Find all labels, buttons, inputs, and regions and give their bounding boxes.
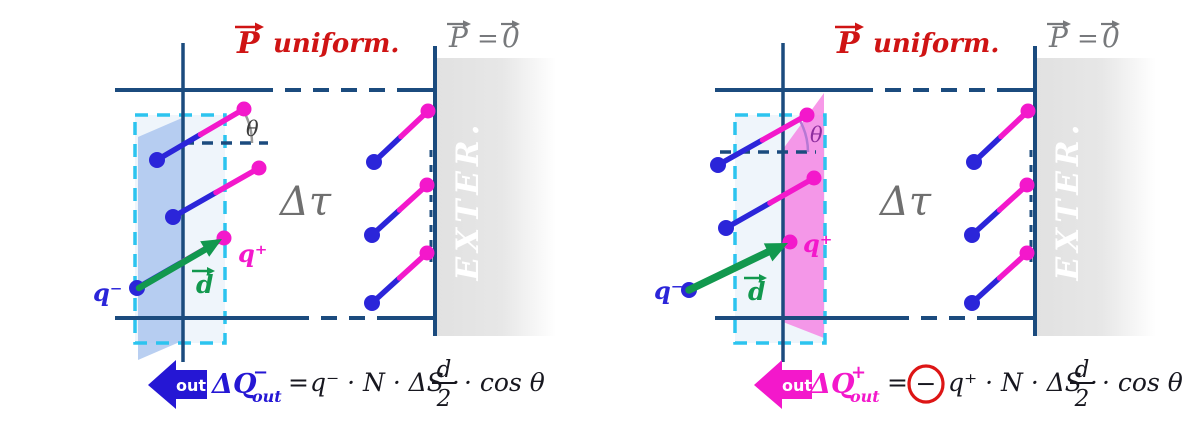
formula-negative: ΔQ − out = q⁻ · N · ΔS · d 2 · cos θ (210, 357, 545, 412)
out-arrow (148, 360, 207, 409)
dipole (966, 103, 1036, 170)
out-label: out (176, 376, 206, 395)
q-plus-label: q⁺ (238, 239, 267, 268)
exterior-label: EXTER. (450, 120, 486, 282)
dipole (149, 101, 252, 168)
svg-text:=: = (288, 368, 309, 397)
positive-charge-slab (783, 93, 824, 338)
dipole (366, 103, 436, 170)
svg-text:uniform.: uniform. (273, 29, 399, 59)
svg-text:2: 2 (1074, 386, 1090, 412)
out-arrow (754, 360, 812, 409)
polarization-uniform-label: P uniform. (835, 22, 999, 61)
q-minus-label: q⁻ (93, 278, 122, 307)
dipole (364, 245, 435, 311)
svg-text:out: out (252, 387, 282, 406)
dielectric-boundaries (115, 43, 437, 362)
svg-text:d: d (437, 357, 452, 383)
theta-label: θ (246, 117, 259, 141)
svg-text:P: P (236, 26, 261, 61)
polarization-zero-label: P = 0 (1047, 20, 1120, 54)
dipole (165, 160, 267, 225)
svg-text:0: 0 (502, 21, 520, 54)
panel-positive-charge: EXTER. θ (654, 20, 1183, 412)
dipole (964, 245, 1035, 311)
dielectric-boundaries (715, 43, 1037, 362)
svg-text:P: P (448, 21, 469, 54)
exterior-label: EXTER. (1050, 120, 1086, 282)
volume-label: Δτ (878, 179, 932, 225)
svg-text:out: out (850, 387, 880, 406)
svg-text:d: d (748, 277, 765, 306)
svg-text:· cos θ: · cos θ (1102, 368, 1183, 397)
dipole (710, 107, 815, 173)
svg-text:ΔQ: ΔQ (210, 369, 257, 400)
displacement-arrow (685, 243, 788, 294)
displacement-arrow (135, 239, 222, 292)
theta-label: θ (810, 123, 823, 147)
d-vector-label: d (744, 274, 767, 306)
svg-text:2: 2 (436, 386, 452, 412)
svg-text:d: d (1075, 357, 1090, 383)
svg-text:−: − (253, 362, 268, 383)
svg-text:d: d (196, 270, 213, 299)
surface-volume-outline (733, 113, 827, 345)
svg-text:uniform.: uniform. (873, 29, 999, 59)
q-plus-label: q⁺ (803, 229, 832, 258)
exterior-region (436, 58, 556, 336)
dipole (718, 170, 822, 236)
svg-text:P: P (836, 26, 861, 61)
svg-text:0: 0 (1102, 21, 1120, 54)
surface-volume-outline (133, 113, 227, 345)
svg-text:=: = (477, 24, 499, 54)
svg-text:=: = (887, 368, 908, 397)
highlight-circle (907, 364, 945, 404)
circled-minus-sign: − (916, 369, 937, 398)
negative-charge-slab (138, 118, 182, 360)
svg-text:ΔQ: ΔQ (808, 369, 855, 400)
exterior-region (1036, 58, 1156, 336)
svg-text:P: P (1048, 21, 1069, 54)
formula-positive: ΔQ + out = − q⁺ · N · ΔS · d 2 · cos θ (808, 357, 1183, 412)
svg-text:· cos θ: · cos θ (464, 368, 545, 397)
polarization-zero-label: P = 0 (447, 20, 520, 54)
dipole (964, 177, 1035, 243)
q-minus-label: q⁻ (654, 276, 683, 305)
dipole (364, 177, 435, 243)
svg-text:+: + (851, 362, 866, 383)
d-vector-label: d (192, 267, 215, 299)
panel-negative-charge: EXTER. θ (93, 20, 556, 412)
out-label: out (782, 376, 812, 395)
polarization-uniform-label: P uniform. (235, 22, 399, 61)
svg-text:=: = (1077, 24, 1099, 54)
volume-label: Δτ (278, 179, 332, 225)
